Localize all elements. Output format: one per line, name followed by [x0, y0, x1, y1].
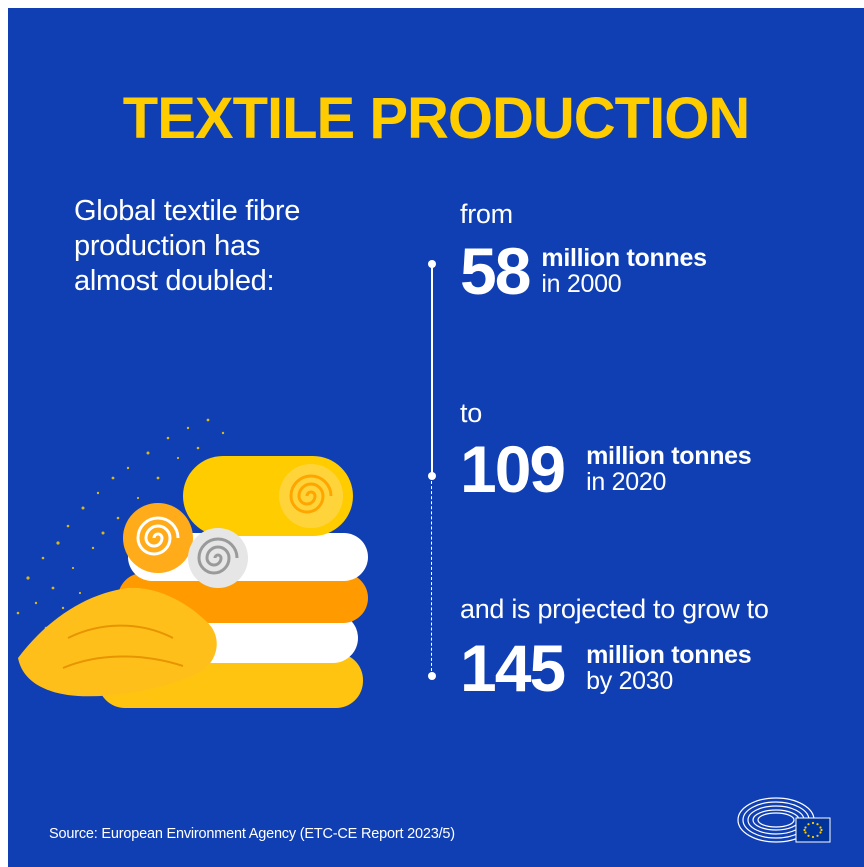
- stat-unit-block: million tonnes in 2020: [586, 441, 752, 496]
- intro-line: production has: [74, 230, 261, 262]
- stat-unit-block: million tonnes by 2030: [586, 640, 752, 695]
- timeline-dot: [428, 472, 436, 480]
- folded-towels-illustration: [16, 418, 368, 708]
- stat-period: by 2030: [586, 667, 673, 695]
- intro-text: Global textile fibre production has almo…: [74, 194, 374, 299]
- stat-value: 109: [460, 432, 566, 506]
- roll-orange: [123, 503, 193, 573]
- stat-unit: million tonnes: [586, 441, 752, 470]
- timeline-dot: [428, 260, 436, 268]
- european-parliament-logo: [737, 797, 831, 843]
- stat-2000: 58 million tonnes in 2000: [460, 238, 707, 304]
- stat-period: in 2000: [541, 270, 622, 298]
- stat-lead: to: [460, 398, 482, 428]
- stat-unit: million tonnes: [541, 243, 707, 272]
- stat-value: 145: [460, 631, 566, 705]
- source-note: Source: European Environment Agency (ETC…: [49, 826, 455, 842]
- stat-value: 58: [460, 234, 531, 308]
- roll-grey: [188, 528, 248, 588]
- stat-2020: 109 million tonnes in 2020: [460, 432, 752, 506]
- timeline-dashed-line: [431, 476, 432, 676]
- stat-unit: million tonnes: [586, 640, 752, 669]
- timeline-dot: [428, 672, 436, 680]
- stat-unit-block: million tonnes in 2000: [541, 243, 707, 298]
- roll-end: [279, 464, 343, 528]
- stat-lead: and is projected to grow to: [460, 594, 769, 624]
- cloth-draped: [18, 587, 217, 697]
- intro-line: Global textile fibre: [74, 195, 301, 227]
- stat-period: in 2020: [586, 468, 667, 496]
- infographic-panel: TEXTILE PRODUCTION Global textile fibre …: [8, 8, 864, 867]
- page-title: TEXTILE PRODUCTION: [122, 86, 750, 151]
- sparkle-dots: [16, 418, 225, 630]
- timeline-solid-line: [431, 264, 433, 476]
- stat-2030: 145 million tonnes by 2030: [460, 631, 752, 705]
- intro-line: almost doubled:: [74, 265, 275, 297]
- stat-lead: from: [460, 199, 513, 229]
